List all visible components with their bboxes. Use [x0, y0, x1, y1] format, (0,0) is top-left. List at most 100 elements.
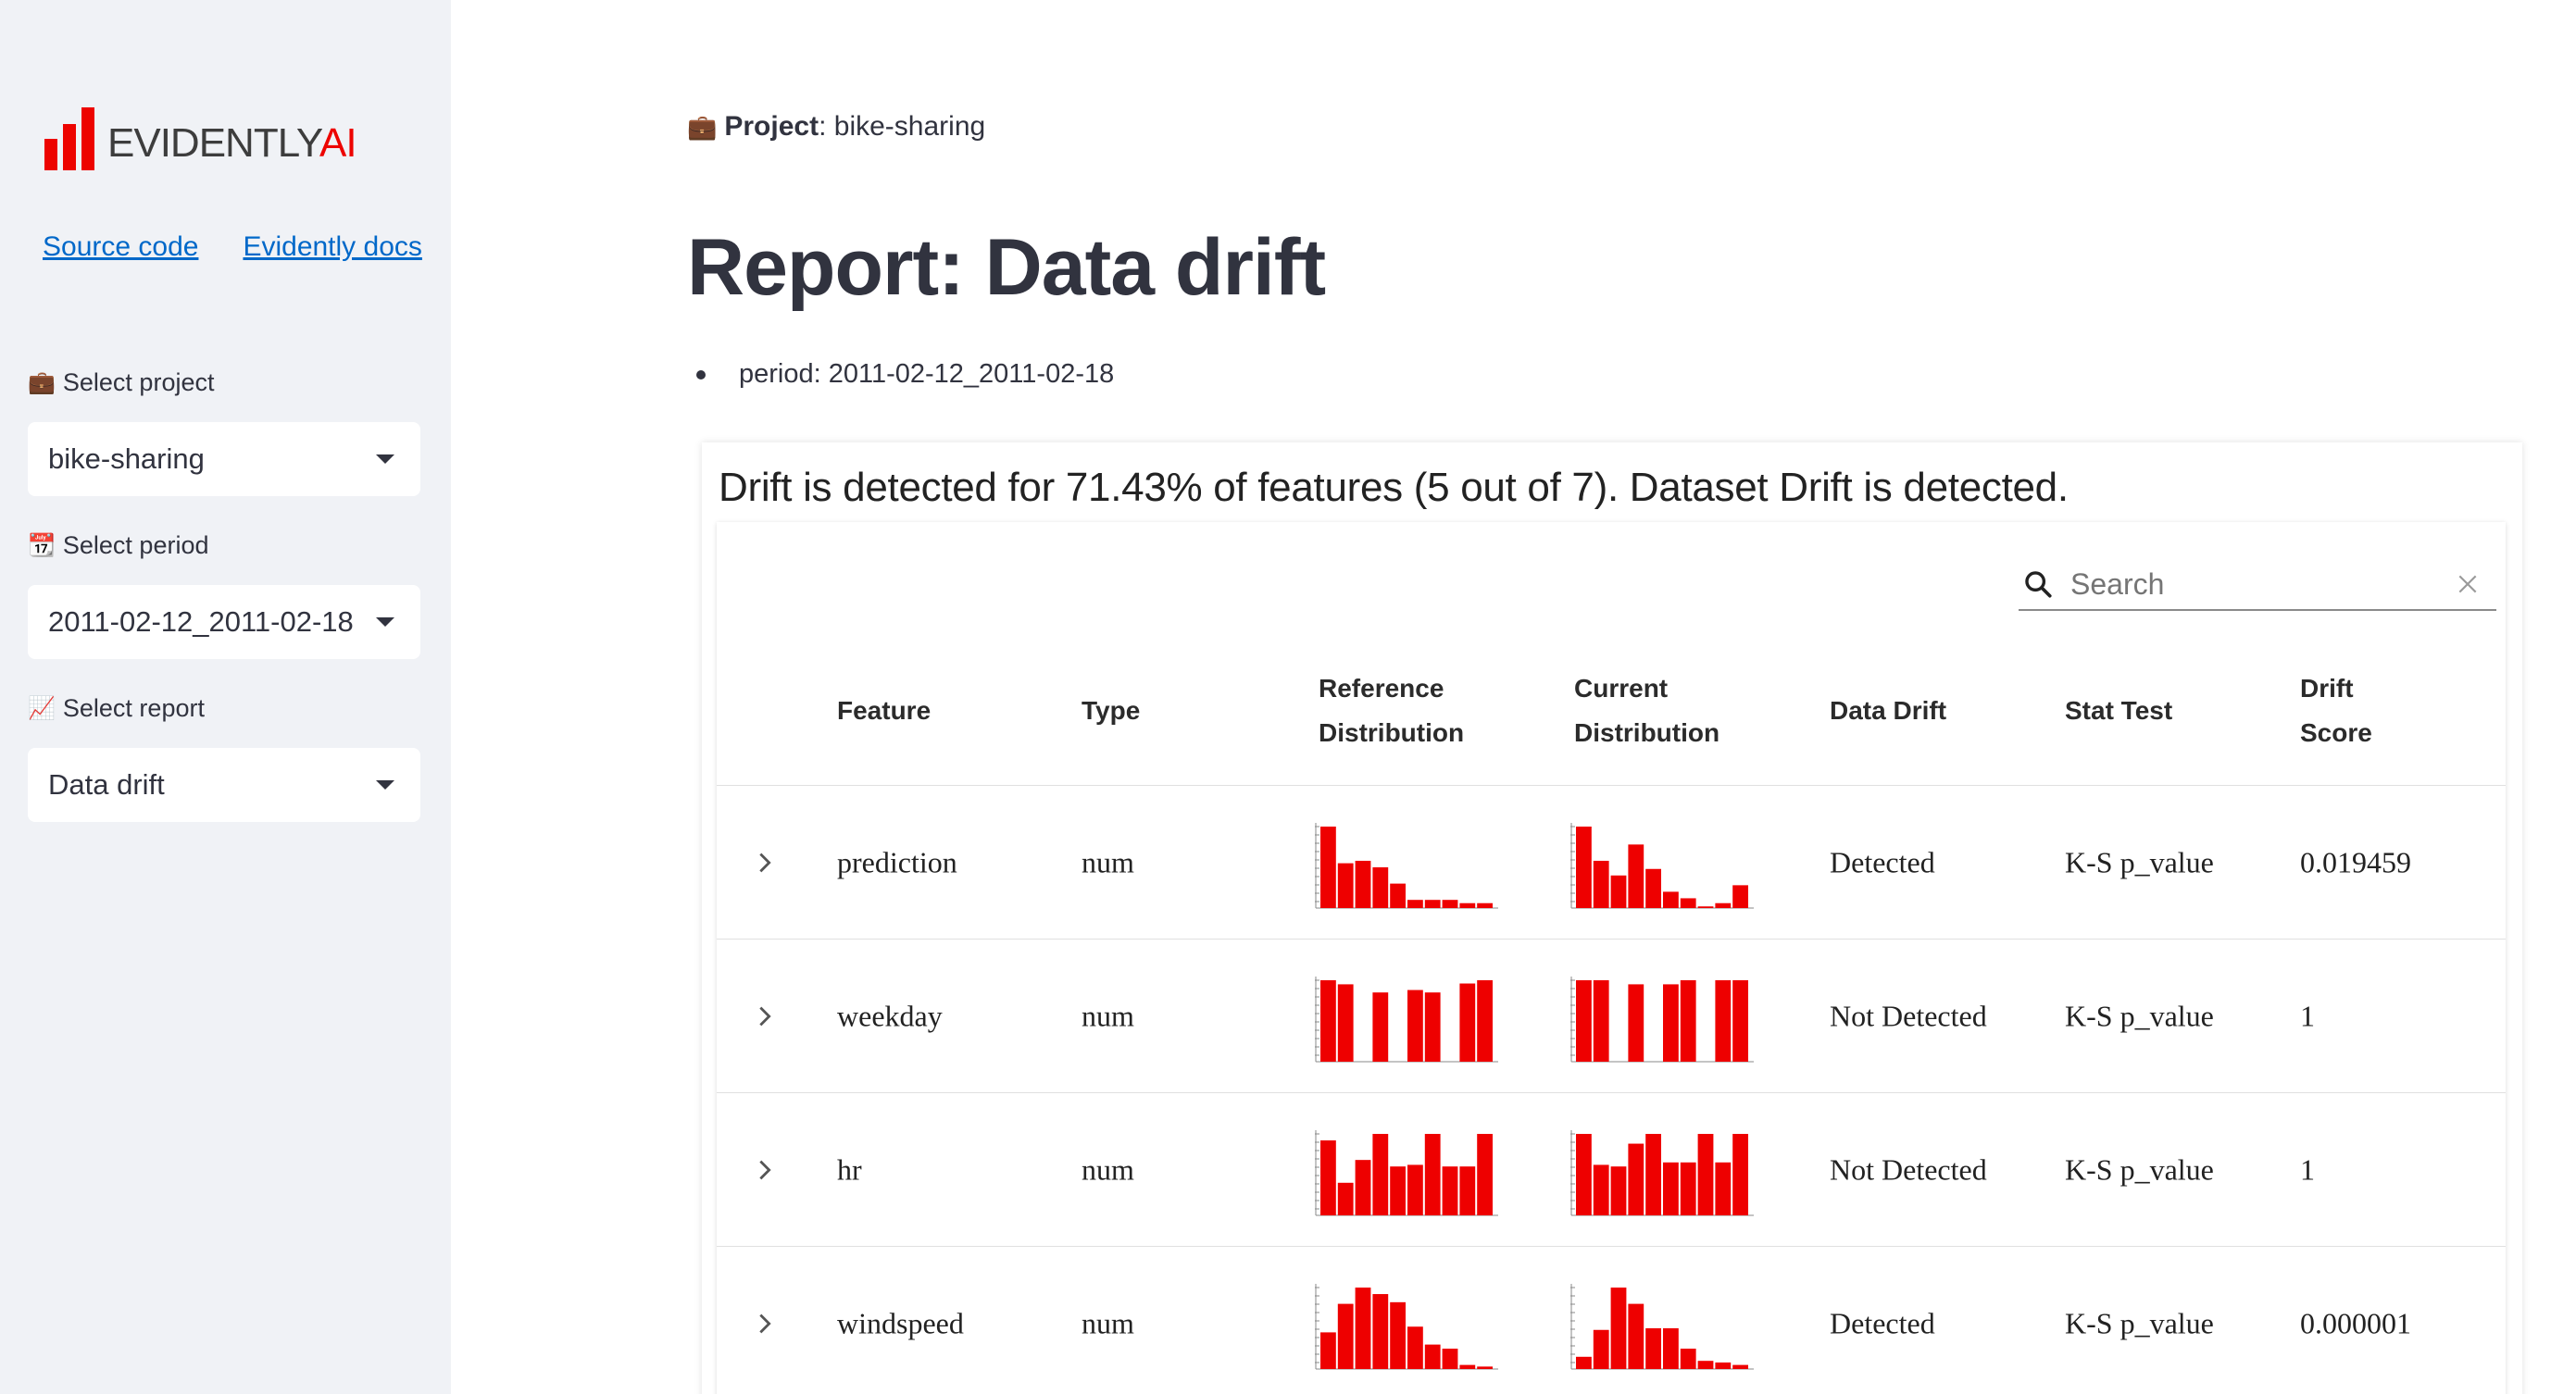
select-report-label: 📈 Select report [28, 694, 205, 722]
caret-down-icon [376, 617, 394, 627]
column-header-reference-distribution[interactable]: Reference Distribution [1319, 674, 1465, 747]
type-cell: num [1082, 1306, 1134, 1339]
sidebar: EVIDENTLYAI Source code Evidently docs 💼… [0, 0, 451, 1394]
chevron-right-icon[interactable] [752, 850, 778, 876]
chevron-right-icon[interactable] [752, 1003, 778, 1029]
hist-bar [1424, 1134, 1441, 1215]
drift-score-cell: 0.000001 [2300, 1306, 2411, 1339]
hist-bar [1372, 1294, 1389, 1369]
evidently-docs-link[interactable]: Evidently docs [243, 231, 422, 262]
data-drift-cell: Detected [1830, 845, 1935, 878]
hist-bar [1732, 1364, 1748, 1369]
hist-bar [1442, 900, 1458, 908]
current-distribution-chart [1570, 819, 1756, 916]
period-select[interactable]: 2011-02-12_2011-02-18 [28, 585, 420, 659]
hist-bar [1337, 1303, 1354, 1369]
hist-bar [1442, 1166, 1458, 1215]
search-icon [2025, 571, 2052, 598]
header-divider [717, 785, 2506, 786]
feature-cell: windspeed [837, 1306, 964, 1339]
hist-bar [1576, 827, 1592, 908]
hist-bar [1337, 1182, 1354, 1215]
table-row: hr num Not Detected K-S p_value 1 [717, 1093, 2506, 1247]
select-period-label: 📆 Select period [28, 531, 209, 559]
data-drift-cell: Not Detected [1830, 1152, 1987, 1186]
column-header-drift-score[interactable]: Drift Score [2300, 674, 2372, 747]
hist-bar [1477, 902, 1493, 908]
logo-bars-icon [44, 107, 94, 170]
feature-cell: weekday [837, 999, 943, 1032]
stat-test-cell: K-S p_value [2065, 999, 2214, 1032]
hist-bar [1390, 883, 1406, 908]
stat-test-cell: K-S p_value [2065, 1152, 2214, 1186]
stat-test-cell: K-S p_value [2065, 1306, 2214, 1339]
feature-cell: hr [837, 1152, 862, 1186]
type-cell: num [1082, 999, 1134, 1032]
hist-bar [1407, 1326, 1423, 1369]
hist-bar [1663, 891, 1679, 908]
hist-bar [1576, 1356, 1592, 1369]
chevron-right-icon[interactable] [752, 1157, 778, 1183]
table-row: weekday num Not Detected K-S p_value 1 [717, 940, 2506, 1093]
reference-distribution-chart [1315, 973, 1500, 1070]
chevron-right-icon[interactable] [752, 1311, 778, 1337]
report-select[interactable]: Data drift [28, 748, 420, 822]
hist-bar [1390, 1166, 1406, 1215]
column-header-type[interactable]: Type [1082, 696, 1141, 725]
feature-cell: prediction [837, 845, 957, 878]
hist-bar [1593, 1164, 1609, 1215]
column-header-data-drift[interactable]: Data Drift [1830, 696, 1947, 725]
report-select-value: Data drift [48, 768, 165, 801]
hist-bar [1715, 1162, 1732, 1215]
hist-bar [1610, 875, 1627, 908]
hist-bar [1337, 863, 1354, 908]
hist-bar [1697, 906, 1714, 908]
hist-bar [1372, 867, 1389, 908]
hist-bar [1407, 1164, 1423, 1215]
hist-bar [1645, 1328, 1661, 1369]
reference-histogram [1315, 1130, 1498, 1216]
project-select[interactable]: bike-sharing [28, 422, 420, 496]
hist-bar [1320, 1332, 1336, 1369]
hist-bar [1576, 1134, 1592, 1215]
search-input[interactable] [2070, 566, 2432, 602]
type-cell: num [1082, 1152, 1134, 1186]
hist-bar [1628, 844, 1644, 908]
table-row: windspeed num Detected K-S p_value 0.000001 [717, 1247, 2506, 1394]
table-row: prediction num Detected K-S p_value 0.019459 [717, 786, 2506, 940]
project-select-value: bike-sharing [48, 442, 205, 475]
reference-histogram [1315, 1284, 1498, 1370]
hist-bar [1459, 1166, 1476, 1215]
hist-bar [1407, 900, 1423, 908]
close-icon[interactable] [2456, 572, 2480, 596]
hist-bar [1715, 1362, 1732, 1369]
reference-histogram [1315, 977, 1498, 1063]
hist-bar [1697, 1134, 1714, 1215]
hist-bar [1715, 980, 1732, 1062]
hist-bar [1732, 1134, 1748, 1215]
hist-bar [1732, 885, 1748, 908]
hist-bar [1663, 984, 1679, 1062]
hist-bar [1477, 980, 1493, 1062]
hist-bar [1680, 1162, 1696, 1215]
caret-down-icon [376, 454, 394, 464]
hist-bar [1593, 980, 1609, 1062]
period-select-value: 2011-02-12_2011-02-18 [48, 605, 354, 638]
hist-bar [1424, 900, 1441, 908]
select-project-label: 💼 Select project [28, 368, 215, 396]
hist-bar [1407, 989, 1423, 1062]
data-drift-cell: Detected [1830, 1306, 1935, 1339]
reference-distribution-chart [1315, 819, 1500, 916]
hist-bar [1680, 1349, 1696, 1369]
column-header-stat-test[interactable]: Stat Test [2065, 696, 2173, 725]
hist-bar [1355, 860, 1371, 908]
current-distribution-chart [1570, 973, 1756, 1070]
hist-bar [1645, 868, 1661, 908]
column-header-current-distribution[interactable]: Current Distribution [1574, 674, 1720, 747]
page-title: Report: Data drift [687, 223, 1326, 312]
column-header-feature[interactable]: Feature [837, 696, 932, 725]
reference-histogram [1315, 823, 1498, 909]
project-separator: : [819, 111, 834, 142]
source-code-link[interactable]: Source code [43, 231, 199, 262]
drift-score-cell: 0.019459 [2300, 845, 2411, 878]
